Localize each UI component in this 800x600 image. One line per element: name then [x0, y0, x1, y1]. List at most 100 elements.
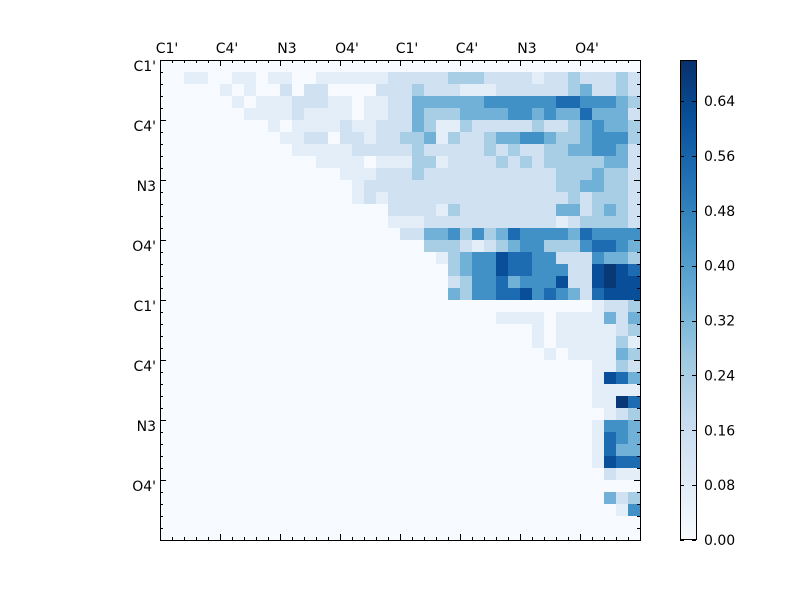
heatmap-cell — [520, 456, 533, 469]
heatmap-cell — [364, 468, 377, 481]
heatmap-cell — [496, 120, 509, 133]
heatmap-cell — [304, 84, 317, 97]
heatmap-cell — [196, 288, 209, 301]
heatmap-cell — [340, 468, 353, 481]
heatmap-cell — [232, 288, 245, 301]
heatmap-cell — [328, 360, 341, 373]
heatmap-cell — [436, 336, 449, 349]
heatmap-cell — [364, 216, 377, 229]
heatmap-cell — [388, 168, 401, 181]
heatmap-cell — [364, 432, 377, 445]
heatmap-cell — [388, 192, 401, 205]
heatmap-cell — [172, 468, 185, 481]
heatmap-cell — [628, 312, 641, 325]
heatmap-cell — [340, 336, 353, 349]
heatmap-cell — [352, 312, 365, 325]
heatmap-cell — [196, 516, 209, 529]
heatmap-cell — [592, 336, 605, 349]
heatmap-cell — [160, 456, 173, 469]
heatmap-cell — [208, 252, 221, 265]
heatmap-cell — [268, 312, 281, 325]
heatmap-cell — [328, 492, 341, 505]
heatmap-cell — [532, 192, 545, 205]
heatmap-cell — [376, 504, 389, 517]
heatmap-cell — [316, 288, 329, 301]
heatmap-cell — [448, 420, 461, 433]
heatmap-cell — [388, 204, 401, 217]
heatmap-cell — [268, 108, 281, 121]
heatmap-cell — [436, 480, 449, 493]
heatmap-cell — [592, 528, 605, 541]
heatmap-cell — [184, 84, 197, 97]
heatmap-cell — [568, 492, 581, 505]
heatmap-cell — [220, 444, 233, 457]
heatmap-cell — [616, 492, 629, 505]
heatmap-cell — [412, 324, 425, 337]
heatmap-cell — [328, 396, 341, 409]
heatmap-cell — [556, 216, 569, 229]
heatmap-cell — [484, 240, 497, 253]
heatmap-cell — [604, 504, 617, 517]
heatmap-cell — [184, 324, 197, 337]
heatmap-cell — [220, 252, 233, 265]
heatmap-cell — [292, 336, 305, 349]
x-tick-label: N3 — [517, 41, 536, 57]
heatmap-cell — [472, 216, 485, 229]
heatmap-cell — [508, 396, 521, 409]
heatmap-cell — [304, 480, 317, 493]
heatmap-cell — [520, 144, 533, 157]
heatmap-cell — [592, 420, 605, 433]
heatmap-cell — [412, 492, 425, 505]
heatmap-cell — [628, 252, 641, 265]
heatmap-cell — [196, 324, 209, 337]
heatmap-cell — [592, 360, 605, 373]
heatmap-cell — [472, 132, 485, 145]
heatmap-cell — [328, 168, 341, 181]
heatmap-cell — [400, 408, 413, 421]
heatmap-cell — [580, 480, 593, 493]
heatmap-cell — [568, 204, 581, 217]
heatmap-cell — [304, 384, 317, 397]
heatmap-cell — [268, 168, 281, 181]
heatmap-cell — [292, 132, 305, 145]
heatmap-cell — [196, 444, 209, 457]
heatmap-cell — [580, 240, 593, 253]
heatmap-cell — [412, 288, 425, 301]
heatmap-cell — [364, 336, 377, 349]
heatmap-cell — [208, 360, 221, 373]
heatmap-cell — [604, 396, 617, 409]
heatmap-cell — [328, 432, 341, 445]
heatmap-cell — [460, 276, 473, 289]
heatmap-cell — [472, 420, 485, 433]
heatmap-cell — [172, 120, 185, 133]
heatmap-cell — [460, 108, 473, 121]
heatmap-cell — [412, 300, 425, 313]
heatmap-cell — [532, 456, 545, 469]
heatmap-cell — [364, 228, 377, 241]
heatmap-cell — [508, 132, 521, 145]
heatmap-cell — [604, 192, 617, 205]
heatmap-cell — [328, 324, 341, 337]
heatmap-cell — [496, 96, 509, 109]
heatmap-cell — [256, 336, 269, 349]
heatmap-cell — [508, 372, 521, 385]
heatmap-cell — [172, 72, 185, 85]
heatmap-cell — [424, 96, 437, 109]
heatmap-cell — [280, 264, 293, 277]
heatmap-cell — [256, 180, 269, 193]
heatmap-cell — [508, 180, 521, 193]
heatmap-cell — [388, 216, 401, 229]
heatmap-cell — [436, 180, 449, 193]
heatmap-cell — [592, 192, 605, 205]
heatmap-cell — [340, 72, 353, 85]
heatmap-cell — [328, 444, 341, 457]
heatmap-cell — [280, 324, 293, 337]
heatmap-cell — [400, 336, 413, 349]
heatmap-cell — [412, 420, 425, 433]
heatmap-cell — [532, 480, 545, 493]
heatmap-cell — [304, 108, 317, 121]
heatmap-cell — [280, 156, 293, 169]
heatmap-cell — [604, 228, 617, 241]
heatmap-cell — [304, 348, 317, 361]
heatmap-cell — [184, 384, 197, 397]
